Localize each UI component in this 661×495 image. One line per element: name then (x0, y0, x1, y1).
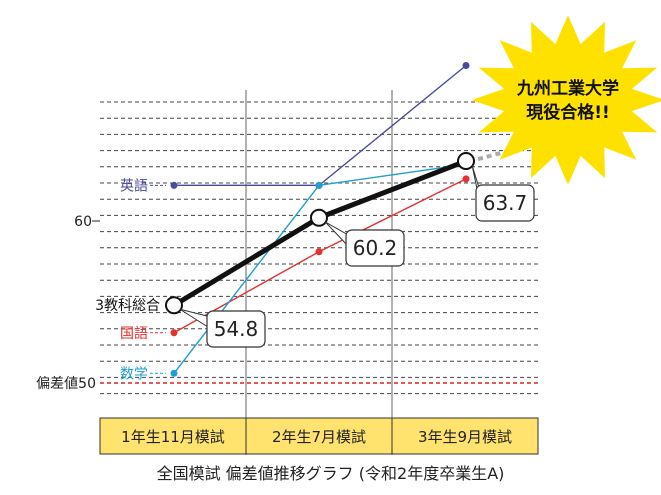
data-point (315, 181, 323, 189)
category-cell (245, 417, 393, 455)
data-point (170, 329, 178, 337)
data-point (315, 248, 323, 256)
category-label: 3年生9月模試 (418, 428, 512, 446)
burst-line1: 九州工業大学 (516, 78, 619, 99)
category-cell (391, 417, 539, 455)
grid-lines: 偏差値50 60 (36, 90, 538, 455)
callout-value: 63.7 (483, 191, 528, 215)
trend-extension (477, 147, 517, 161)
series-label: 国語 (120, 326, 148, 342)
category-cell (99, 417, 247, 455)
data-label-callouts: 54.8 60.2 63.7 (179, 164, 535, 348)
data-point (170, 369, 178, 377)
y-tick-label: 60 (74, 214, 92, 230)
series-label: 英語 (120, 177, 148, 194)
callout-box (345, 229, 405, 267)
series-line-英語 (174, 64, 467, 187)
data-point (462, 61, 470, 69)
category-label: 2年生7月模試 (272, 428, 366, 446)
starburst-shape (471, 15, 661, 185)
burst-line2: 現役合格!! (526, 102, 610, 123)
data-point (170, 181, 178, 189)
callout-box (475, 184, 535, 222)
data-point (165, 296, 183, 315)
data-point (457, 152, 475, 171)
series-line-国語 (173, 178, 467, 334)
category-axis: 1年生11月模試 2年生7月模試 3年生9月模試 (99, 417, 539, 455)
data-point (310, 208, 328, 227)
callout-value: 60.2 (353, 236, 398, 260)
data-point (462, 175, 470, 183)
callout-value: 54.8 (214, 317, 259, 341)
series-label: 3教科総合 (95, 298, 160, 314)
reference-label: 偏差値50 (36, 376, 96, 392)
chart-caption: 全国模試 偏差値推移グラフ (令和2年度卒業生A) (156, 464, 505, 483)
series-label: 数学 (120, 366, 148, 382)
callout-box (206, 310, 266, 348)
category-label: 1年生11月模試 (121, 428, 225, 446)
